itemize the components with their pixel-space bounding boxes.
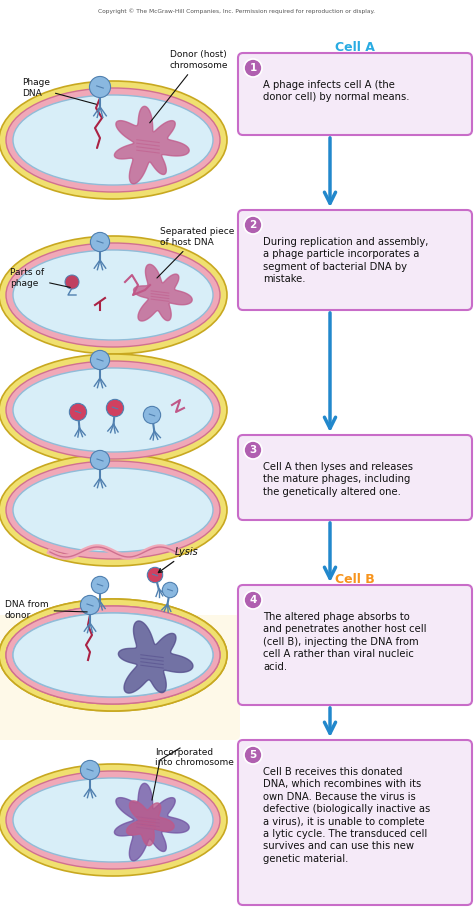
Text: Cell B receives this donated
DNA, which recombines with its
own DNA. Because the: Cell B receives this donated DNA, which … [263,767,430,864]
Circle shape [162,582,178,597]
Text: Phage
DNA: Phage DNA [22,79,96,104]
Polygon shape [114,106,189,184]
Ellipse shape [13,778,213,862]
Text: 1: 1 [249,63,256,73]
Text: During replication and assembly,
a phage particle incorporates a
segment of bact: During replication and assembly, a phage… [263,237,428,285]
Circle shape [244,591,262,609]
Ellipse shape [0,454,227,566]
Polygon shape [118,621,193,693]
Ellipse shape [6,361,220,459]
Ellipse shape [13,613,213,697]
Polygon shape [127,801,174,845]
Text: Donor (host)
chromosome: Donor (host) chromosome [150,50,228,123]
Ellipse shape [13,468,213,552]
Circle shape [69,404,87,421]
Polygon shape [114,783,189,861]
Circle shape [106,399,124,416]
Text: Cell A: Cell A [335,41,375,54]
FancyBboxPatch shape [238,585,472,705]
FancyBboxPatch shape [238,740,472,905]
Ellipse shape [13,613,213,697]
Text: DNA from
donor: DNA from donor [5,600,87,619]
Text: Lysis: Lysis [158,547,199,573]
Ellipse shape [0,81,227,199]
Text: Parts of
phage: Parts of phage [10,268,70,287]
FancyBboxPatch shape [238,210,472,310]
Ellipse shape [6,771,220,869]
Text: Cell A then lyses and releases
the mature phages, including
the genetically alte: Cell A then lyses and releases the matur… [263,462,413,497]
Circle shape [81,760,100,780]
Ellipse shape [6,88,220,192]
Circle shape [65,275,79,289]
Ellipse shape [0,764,227,876]
Ellipse shape [0,599,227,711]
FancyBboxPatch shape [0,615,240,740]
Circle shape [91,576,109,594]
Circle shape [90,77,110,98]
Ellipse shape [13,368,213,452]
Ellipse shape [6,606,220,704]
Circle shape [91,232,109,252]
Ellipse shape [0,236,227,354]
Circle shape [91,450,109,469]
Circle shape [147,567,163,583]
Ellipse shape [0,354,227,466]
Ellipse shape [0,599,227,711]
FancyBboxPatch shape [238,435,472,520]
Text: 5: 5 [249,750,256,760]
Ellipse shape [13,250,213,340]
Text: 4: 4 [249,595,257,605]
Circle shape [244,746,262,764]
Ellipse shape [6,461,220,559]
Ellipse shape [6,606,220,704]
Text: A phage infects cell A (the
donor cell) by normal means.: A phage infects cell A (the donor cell) … [263,80,410,102]
Circle shape [244,441,262,459]
Ellipse shape [6,243,220,347]
Text: Cell B: Cell B [335,573,375,586]
Circle shape [81,596,100,615]
Text: Incorporated
into chromosome: Incorporated into chromosome [155,748,234,768]
Text: The altered phage absorbs to
and penetrates another host cell
(cell B), injectin: The altered phage absorbs to and penetra… [263,612,427,672]
Circle shape [244,59,262,77]
FancyBboxPatch shape [238,53,472,135]
Text: Separated piece
of host DNA: Separated piece of host DNA [157,227,234,278]
Circle shape [91,350,109,370]
Text: 2: 2 [249,220,256,230]
Circle shape [244,216,262,234]
Ellipse shape [13,95,213,185]
Text: 3: 3 [249,445,256,455]
Text: Copyright © The McGraw-Hill Companies, Inc. Permission required for reproduction: Copyright © The McGraw-Hill Companies, I… [99,8,375,14]
Circle shape [143,406,161,424]
Polygon shape [134,264,192,321]
